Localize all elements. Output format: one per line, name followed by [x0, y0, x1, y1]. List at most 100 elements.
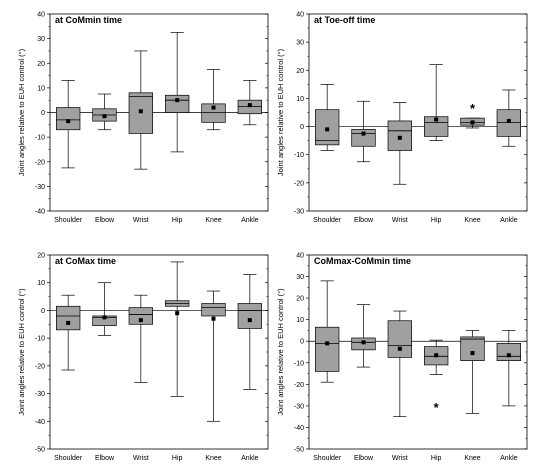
knee-mean-marker	[470, 120, 475, 125]
y-tick-label: 40	[296, 12, 304, 19]
ankle-mean-marker	[506, 353, 511, 358]
x-tick-label-shoulder: Shoulder	[54, 455, 83, 462]
shoulder-box	[56, 107, 81, 131]
knee-mean-marker	[211, 105, 216, 110]
hip-mean-marker	[175, 98, 180, 103]
y-tick-label: 0	[41, 110, 45, 117]
y-tick-label: 30	[296, 40, 304, 47]
panel-title: at Toe-off time	[314, 15, 375, 25]
y-tick-label: -20	[294, 180, 304, 187]
y-tick-label: -30	[35, 391, 45, 398]
plot-frame	[308, 13, 528, 212]
elbow-mean-marker	[361, 131, 366, 136]
ankle-mean-marker	[506, 118, 511, 123]
elbow-mean-marker	[102, 315, 107, 320]
plot-frame	[308, 254, 528, 450]
x-tick-label-ankle: Ankle	[500, 217, 518, 224]
y-tick-label: 0	[41, 308, 45, 315]
wrist-mean-marker	[397, 135, 402, 140]
y-tick-label: 20	[296, 296, 304, 303]
wrist-box	[387, 320, 412, 358]
wrist-mean-marker	[138, 109, 143, 114]
shoulder-box	[315, 326, 340, 372]
x-tick-label-shoulder: Shoulder	[313, 455, 342, 462]
x-tick-label-wrist: Wrist	[392, 217, 408, 224]
y-tick-label: 0	[300, 124, 304, 131]
x-tick-label-wrist: Wrist	[392, 455, 408, 462]
x-tick-label-ankle: Ankle	[500, 455, 518, 462]
y-axis-label: Joint angles relative to EUH control (°)	[276, 288, 285, 416]
x-tick-label-knee: Knee	[205, 455, 221, 462]
y-tick-label: 0	[300, 339, 304, 346]
y-tick-label: 10	[296, 96, 304, 103]
x-tick-label-hip: Hip	[172, 217, 183, 224]
y-axis-label: Joint angles relative to EUH control (°)	[17, 288, 26, 416]
shoulder-mean-marker	[325, 341, 330, 346]
y-tick-label: -50	[294, 447, 304, 454]
y-tick-label: 20	[296, 68, 304, 75]
y-tick-label: 20	[37, 61, 45, 68]
knee-mean-marker	[470, 351, 475, 356]
y-tick-label: -10	[35, 336, 45, 343]
ankle-box	[496, 343, 521, 361]
y-tick-label: -40	[294, 425, 304, 432]
shoulder-box	[315, 109, 340, 146]
x-tick-label-elbow: Elbow	[354, 455, 374, 462]
panel-comax: -50 -40 -30 -20 -10 0 10 20 Shoulder Elbow Wrist Hi…	[17, 253, 269, 462]
panel-commax-commin: -50 -40 -30 -20 -10 0 10 20 30 40 Shoulder Elbow Wri…	[276, 253, 528, 462]
y-tick-label: -20	[35, 159, 45, 166]
hip-mean-marker	[434, 117, 439, 122]
panel-title: at CoMmin time	[55, 15, 122, 25]
x-tick-label-wrist: Wrist	[133, 455, 149, 462]
x-tick-label-shoulder: Shoulder	[54, 217, 83, 224]
hip-mean-marker	[434, 353, 439, 358]
y-tick-label: -30	[294, 403, 304, 410]
panel-toe-off: -30 -20 -10 0 10 20 30 40 Shoulder Elbow Wrist Hip K…	[276, 12, 528, 224]
y-tick-label: -10	[294, 152, 304, 159]
hip-box	[165, 94, 190, 113]
knee-mean-marker	[211, 316, 216, 321]
x-tick-label-ankle: Ankle	[241, 217, 259, 224]
y-tick-label: 40	[296, 253, 304, 260]
y-tick-label: -50	[35, 447, 45, 454]
y-tick-label: 40	[37, 12, 45, 19]
y-tick-label: 30	[296, 274, 304, 281]
shoulder-mean-marker	[325, 127, 330, 132]
y-tick-label: -10	[294, 360, 304, 367]
y-tick-label: 10	[37, 280, 45, 287]
significance-star: *	[470, 101, 476, 116]
x-tick-label-knee: Knee	[205, 217, 221, 224]
y-tick-label: -40	[35, 209, 45, 216]
y-tick-label: -10	[35, 135, 45, 142]
wrist-box	[387, 120, 412, 151]
y-axis-label: Joint angles relative to EUH control (°)	[17, 48, 26, 176]
x-tick-label-hip: Hip	[172, 455, 183, 462]
knee-box	[460, 336, 485, 361]
y-axis-label: Joint angles relative to EUH control (°)	[276, 48, 285, 176]
elbow-mean-marker	[361, 340, 366, 345]
x-tick-label-knee: Knee	[464, 217, 480, 224]
shoulder-box	[56, 305, 81, 331]
y-tick-label: 30	[37, 36, 45, 43]
x-tick-label-hip: Hip	[431, 455, 442, 462]
y-tick-label: 10	[296, 317, 304, 324]
x-tick-label-elbow: Elbow	[95, 217, 115, 224]
x-tick-label-wrist: Wrist	[133, 217, 149, 224]
shoulder-mean-marker	[66, 119, 71, 124]
x-tick-label-elbow: Elbow	[95, 455, 115, 462]
y-tick-label: -20	[35, 363, 45, 370]
hip-box	[424, 116, 449, 137]
knee-box	[201, 103, 226, 123]
panel-title: CoMmax-CoMmin time	[314, 256, 411, 266]
y-tick-label: -30	[35, 184, 45, 191]
ankle-mean-marker	[247, 318, 252, 323]
wrist-mean-marker	[397, 346, 402, 351]
ankle-box	[237, 303, 262, 329]
x-tick-label-ankle: Ankle	[241, 455, 259, 462]
wrist-box	[128, 307, 153, 325]
elbow-mean-marker	[102, 114, 107, 119]
ankle-box	[496, 109, 521, 137]
significance-star: *	[434, 400, 440, 415]
knee-box	[201, 303, 226, 317]
